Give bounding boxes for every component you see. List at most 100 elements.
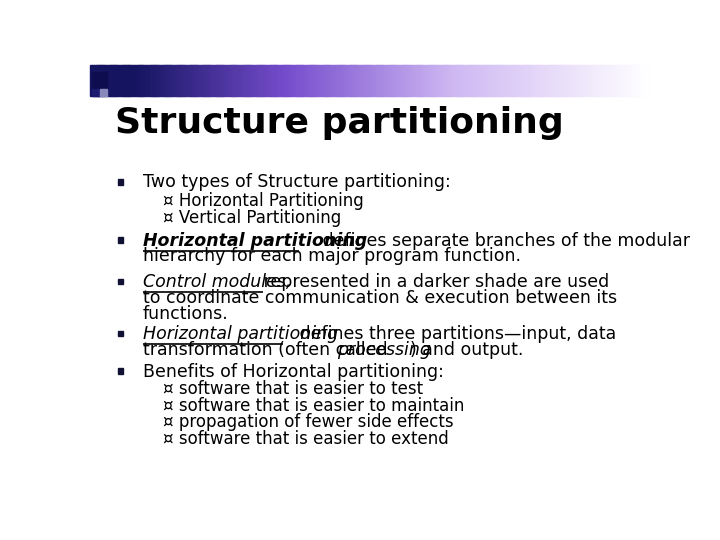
Bar	[293, 65, 295, 96]
Bar	[97, 65, 100, 96]
Bar	[129, 65, 132, 96]
Bar	[555, 65, 557, 96]
Bar	[109, 65, 111, 96]
Bar	[163, 65, 165, 96]
Bar	[512, 65, 515, 96]
Bar	[399, 65, 401, 96]
Bar	[613, 65, 615, 96]
Bar	[161, 65, 163, 96]
Bar	[494, 65, 496, 96]
Bar	[90, 65, 92, 96]
Bar	[413, 65, 416, 96]
Bar	[278, 65, 280, 96]
Bar	[427, 65, 429, 96]
Bar	[328, 65, 330, 96]
Bar	[159, 65, 161, 96]
Bar	[540, 65, 543, 96]
Bar	[310, 65, 312, 96]
Bar	[306, 65, 308, 96]
Bar	[101, 65, 104, 96]
Bar	[127, 65, 130, 96]
Bar	[607, 65, 610, 96]
Bar	[395, 65, 397, 96]
Bar	[615, 65, 617, 96]
Bar	[326, 65, 328, 96]
Bar	[256, 65, 258, 96]
Bar	[421, 65, 423, 96]
Bar	[271, 65, 273, 96]
Bar	[428, 65, 431, 96]
Bar	[151, 65, 154, 96]
Bar	[624, 65, 626, 96]
Bar	[498, 65, 500, 96]
Bar	[587, 65, 589, 96]
Bar	[466, 65, 468, 96]
Bar	[298, 65, 301, 96]
Bar	[440, 65, 442, 96]
Bar	[544, 65, 546, 96]
Bar	[348, 65, 351, 96]
Bar	[250, 65, 253, 96]
Text: ¤ software that is easier to test: ¤ software that is easier to test	[163, 380, 423, 398]
Bar	[282, 65, 284, 96]
Bar	[553, 65, 556, 96]
Bar	[120, 65, 122, 96]
Bar	[520, 65, 522, 96]
Bar	[534, 65, 537, 96]
Bar	[641, 65, 643, 96]
Bar	[142, 65, 145, 96]
Bar	[153, 65, 156, 96]
Bar	[611, 65, 613, 96]
Bar	[324, 65, 327, 96]
Bar	[186, 65, 189, 96]
Bar	[451, 65, 454, 96]
Bar	[449, 65, 451, 96]
Bar	[94, 65, 96, 96]
Bar	[467, 65, 470, 96]
Bar	[248, 65, 251, 96]
Bar	[609, 65, 611, 96]
Bar	[378, 65, 381, 96]
Text: defines three partitions—input, data: defines three partitions—input, data	[294, 325, 616, 343]
Bar	[536, 65, 539, 96]
Bar	[239, 65, 241, 96]
Bar	[499, 65, 502, 96]
Bar	[336, 65, 338, 96]
Bar	[438, 65, 440, 96]
Bar	[410, 65, 413, 96]
Bar	[176, 65, 178, 96]
Bar	[549, 65, 552, 96]
Bar	[199, 65, 202, 96]
Bar	[374, 65, 377, 96]
Bar	[155, 65, 158, 96]
Bar	[220, 65, 222, 96]
Bar	[415, 65, 418, 96]
Bar	[622, 65, 624, 96]
Bar	[252, 65, 254, 96]
Bar	[354, 65, 356, 96]
Bar	[523, 65, 526, 96]
Bar	[585, 65, 588, 96]
Bar	[174, 65, 176, 96]
Bar	[361, 65, 364, 96]
Bar	[568, 65, 570, 96]
Bar	[320, 65, 323, 96]
Bar	[204, 65, 206, 96]
Bar	[616, 65, 618, 96]
Bar	[132, 65, 135, 96]
Bar	[112, 65, 114, 96]
Bar	[518, 65, 521, 96]
Bar	[367, 65, 369, 96]
Text: functions.: functions.	[143, 305, 229, 323]
Bar	[269, 65, 271, 96]
Bar	[352, 65, 355, 96]
Bar	[620, 65, 623, 96]
Bar	[330, 65, 333, 96]
Bar	[564, 65, 567, 96]
Bar	[402, 65, 405, 96]
Bar	[644, 65, 647, 96]
Bar	[274, 65, 276, 96]
Bar	[492, 65, 494, 96]
Bar	[259, 65, 261, 96]
Bar	[213, 65, 215, 96]
